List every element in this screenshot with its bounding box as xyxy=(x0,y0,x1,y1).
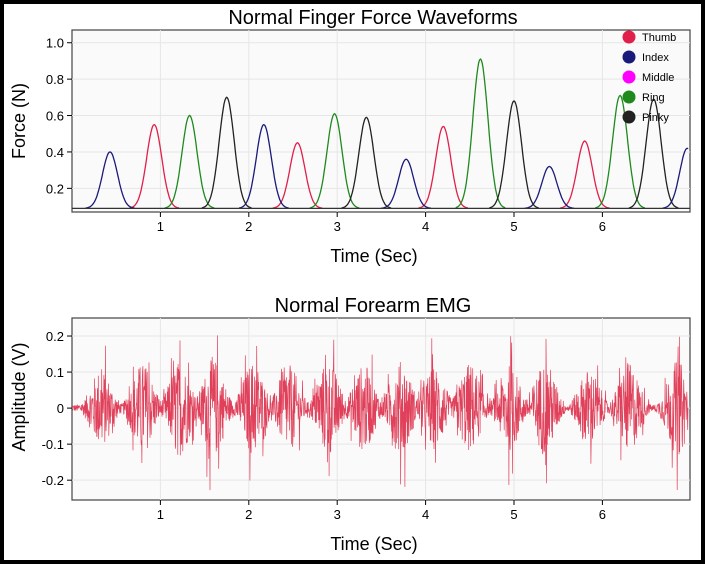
legend-label-thumb: Thumb xyxy=(642,32,676,44)
emg-x-tick-label: 1 xyxy=(157,507,164,522)
force-x-tick-label: 4 xyxy=(422,219,429,234)
force-x-tick-label: 1 xyxy=(157,219,164,234)
emg-x-tick-label: 6 xyxy=(599,507,606,522)
emg-x-tick-label: 3 xyxy=(334,507,341,522)
legend-marker-index xyxy=(622,50,636,64)
force-y-axis-label: Force (N) xyxy=(9,83,29,159)
force-peak-thumb xyxy=(129,123,180,209)
force-peak-pinky xyxy=(341,116,392,209)
force-y-tick-label: 1.0 xyxy=(46,36,64,51)
emg-chart-title: Normal Forearm EMG xyxy=(275,295,472,317)
force-plot-area: 1 2 3 4 5 6 0.2 0.4 0.6 0.8 1.0 Thumb Index Middle Rin… xyxy=(46,29,691,234)
force-x-tick-label: 6 xyxy=(599,219,606,234)
emg-y-tick-label: 0 xyxy=(57,401,64,416)
emg-y-tick-label: 0.1 xyxy=(46,365,64,380)
emg-x-tick-label: 5 xyxy=(510,507,517,522)
legend-marker-middle xyxy=(622,70,636,84)
force-x-axis-label: Time (Sec) xyxy=(330,246,417,266)
emg-y-tick-label: -0.1 xyxy=(42,437,64,452)
force-peak-pinky xyxy=(201,96,252,209)
legend-label-pinky: Pinky xyxy=(642,112,669,124)
force-y-tick-label: 0.6 xyxy=(46,109,64,124)
emg-y-tick-label: 0.2 xyxy=(46,329,64,344)
force-chart-title: Normal Finger Force Waveforms xyxy=(228,7,517,29)
emg-plot-area: 1 2 3 4 5 6 0.2 0.1 0 -0.1 -0.2 xyxy=(42,317,691,522)
force-peak-pinky xyxy=(628,98,679,209)
legend-label-ring: Ring xyxy=(642,92,665,104)
force-y-tick-label: 0.2 xyxy=(46,181,64,196)
force-peak-ring xyxy=(595,94,646,209)
force-peak-ring xyxy=(309,112,360,209)
force-y-tick-label: 0.4 xyxy=(46,145,64,160)
force-peak-pinky xyxy=(489,100,539,209)
emg-x-tick-label: 4 xyxy=(422,507,429,522)
emg-y-tick-label: -0.2 xyxy=(42,473,64,488)
force-x-tick-label: 2 xyxy=(245,219,252,234)
force-legend: Thumb Index Middle Ring Pinky xyxy=(622,30,676,124)
force-peak-index xyxy=(662,147,689,209)
legend-label-index: Index xyxy=(642,52,669,64)
emg-y-axis-label: Amplitude (V) xyxy=(9,342,29,451)
legend-label-middle: Middle xyxy=(642,72,674,84)
legend-marker-pinky xyxy=(622,110,636,124)
force-y-tick-label: 0.8 xyxy=(46,72,64,87)
force-peak-index xyxy=(381,158,431,209)
force-plot-frame xyxy=(71,29,691,213)
force-peak-index xyxy=(238,123,289,209)
force-peak-ring xyxy=(455,58,506,209)
force-x-tick-label: 5 xyxy=(510,219,517,234)
legend-marker-thumb xyxy=(622,30,636,44)
force-peak-index xyxy=(85,151,135,209)
force-peak-thumb xyxy=(418,125,469,209)
emg-x-tick-label: 2 xyxy=(245,507,252,522)
emg-x-axis-label: Time (Sec) xyxy=(330,534,417,554)
force-x-tick-label: 3 xyxy=(334,219,341,234)
legend-marker-ring xyxy=(622,90,636,104)
emg-signal-line xyxy=(71,335,689,491)
force-peak-ring xyxy=(164,114,215,209)
